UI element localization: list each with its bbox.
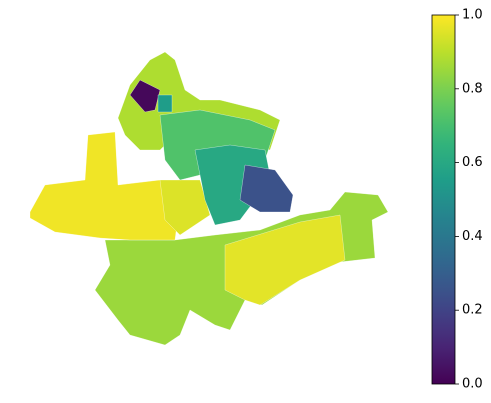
colorbar-tick-label: 0.2 [462, 303, 483, 318]
colorbar-tick-label: 0.0 [462, 377, 483, 392]
map [29, 51, 389, 346]
region [129, 79, 161, 113]
colorbar-tick-label: 0.8 [462, 81, 483, 96]
colorbar [431, 14, 456, 385]
region [157, 94, 173, 113]
colorbar-tick-label: 1.0 [462, 8, 483, 23]
region [239, 164, 294, 213]
colorbar-tick-label: 0.4 [462, 229, 483, 244]
region [224, 214, 346, 306]
colorbar-tick-label: 0.6 [462, 155, 483, 170]
region [159, 179, 211, 236]
